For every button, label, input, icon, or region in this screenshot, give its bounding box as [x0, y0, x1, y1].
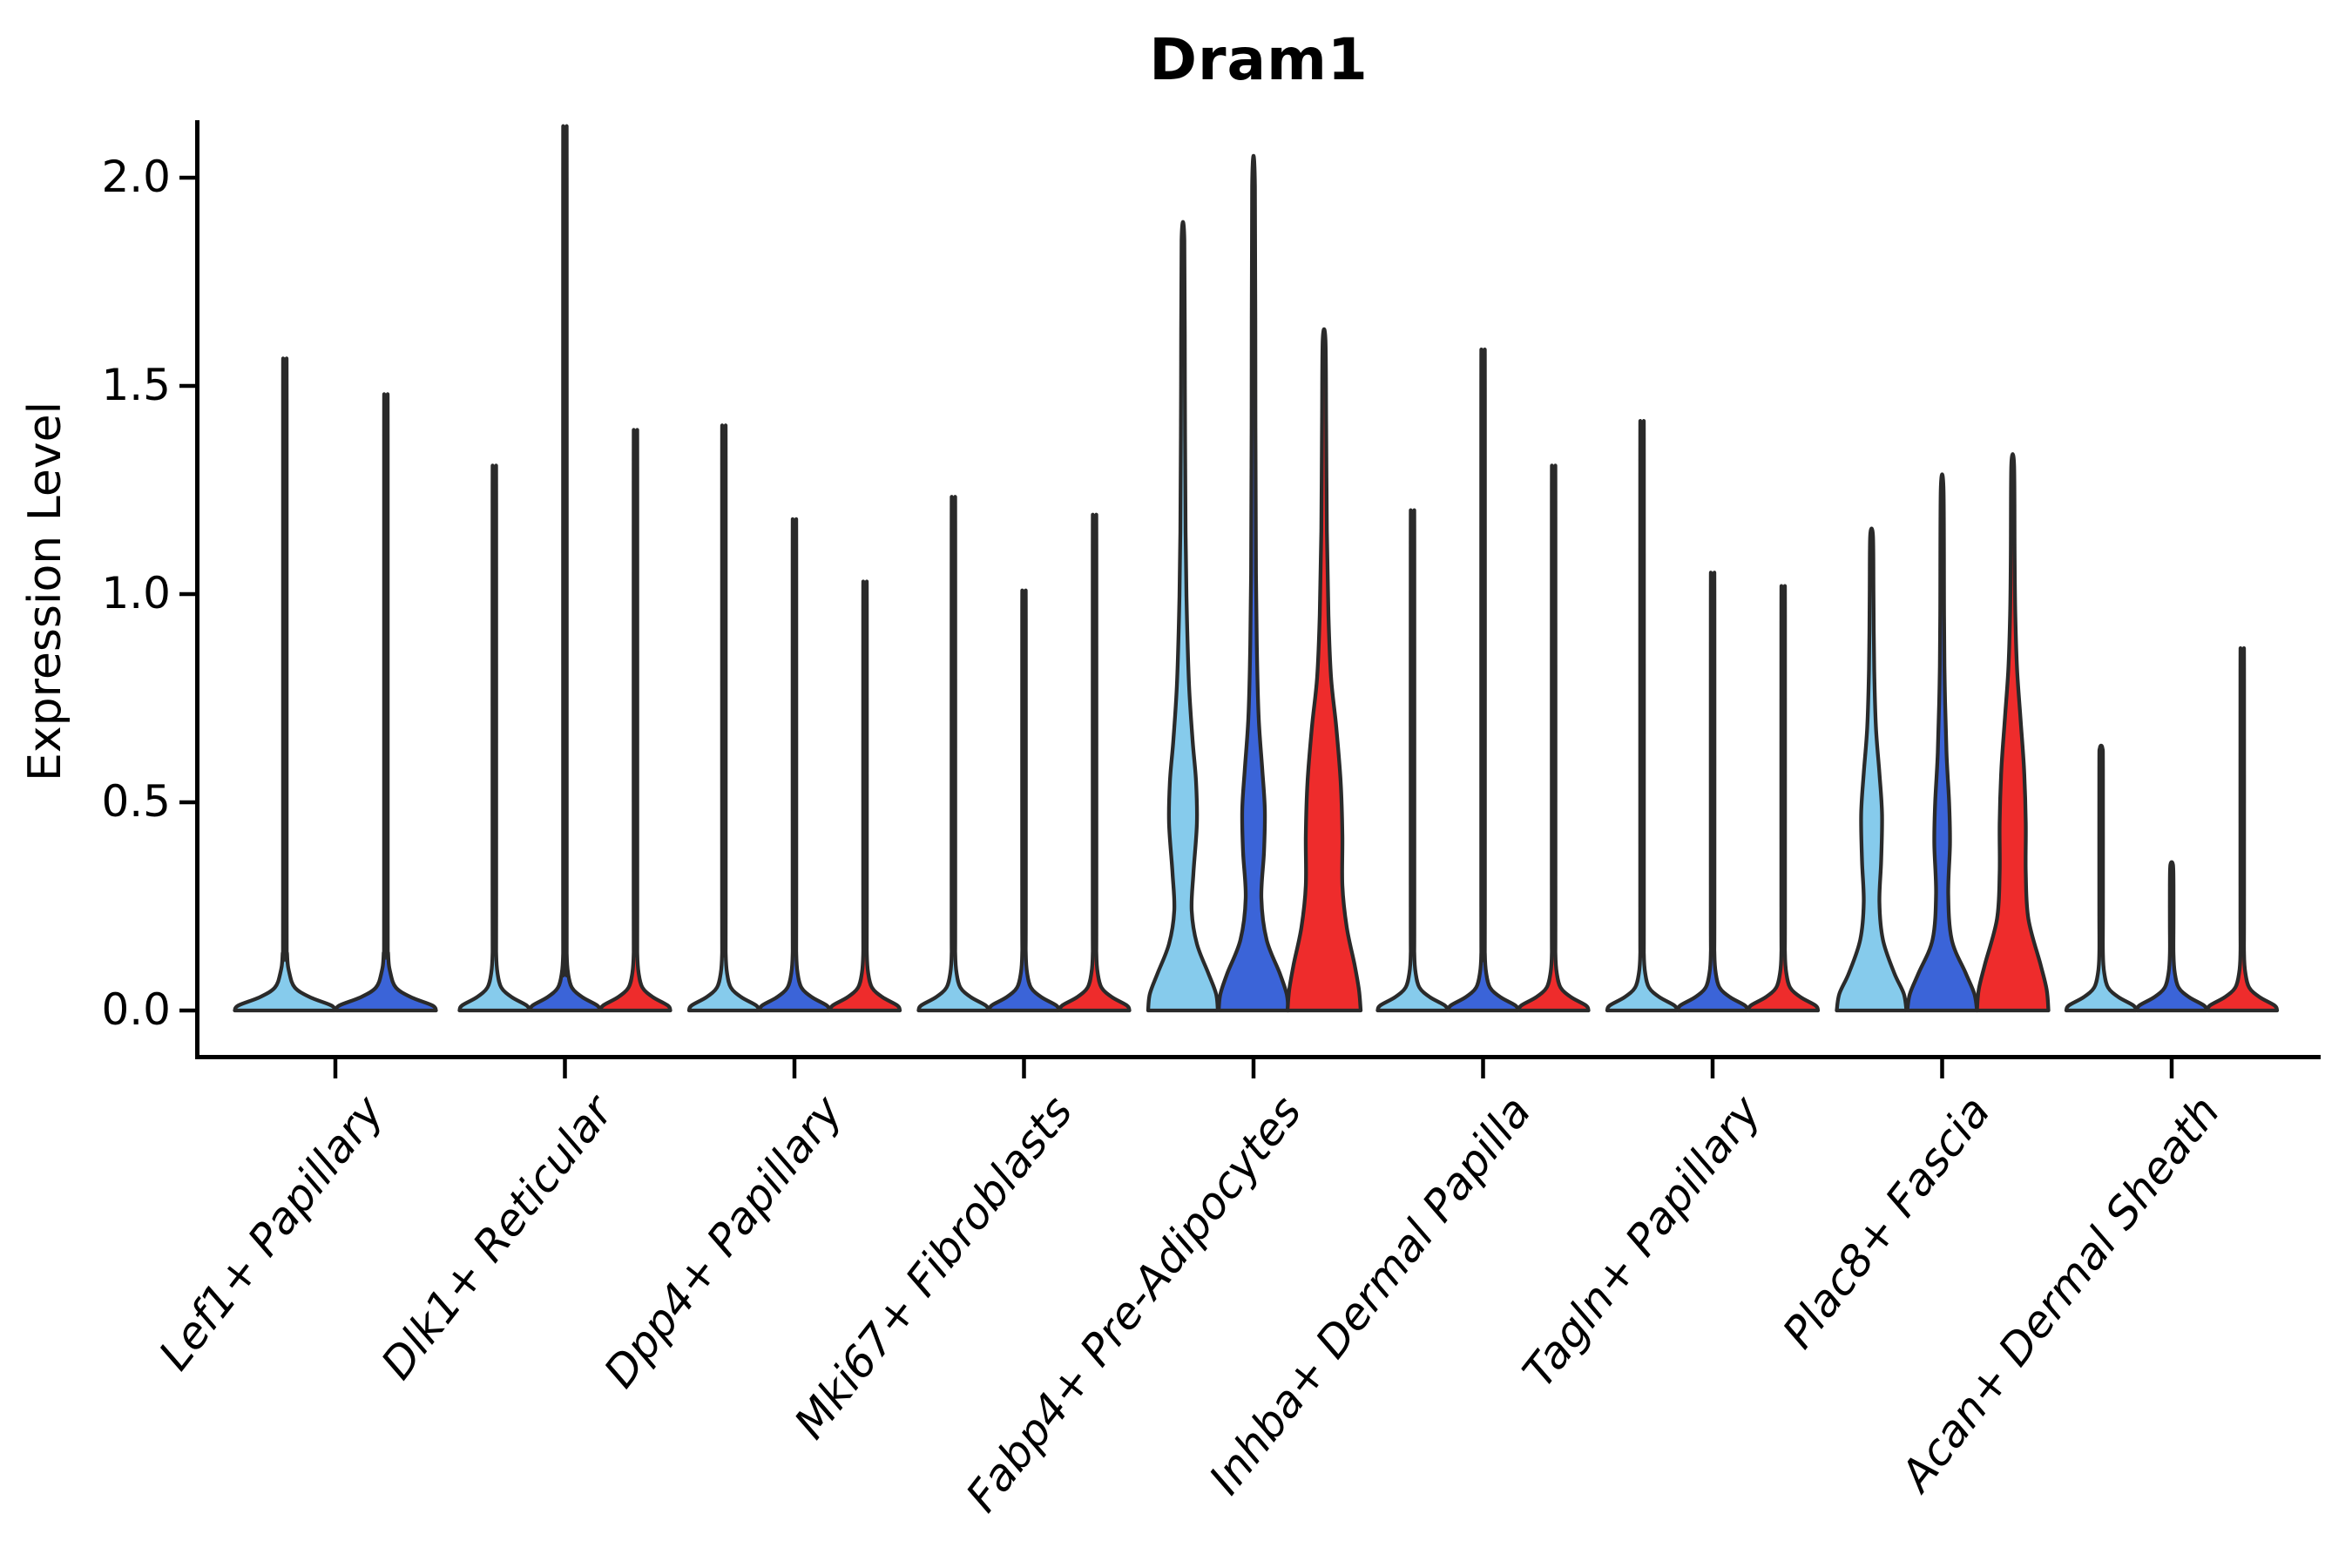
- violin-mki67-blue: [987, 588, 1061, 1013]
- y-tick-label: 2.0: [101, 152, 171, 202]
- violin-fabp4-light_blue: [1146, 220, 1220, 1013]
- violin-dpp4-blue: [757, 517, 832, 1013]
- violin-lef1-light_blue: [233, 356, 337, 1013]
- violin-acan-red: [2205, 645, 2280, 1013]
- violin-inhba-red: [1517, 463, 1591, 1013]
- violin-inhba-blue: [1446, 348, 1520, 1013]
- violin-tagln-light_blue: [1605, 419, 1680, 1013]
- violin-dlk1-red: [598, 428, 672, 1013]
- violin-mki67-red: [1058, 512, 1132, 1013]
- violin-tagln-blue: [1675, 571, 1750, 1013]
- violin-fabp4-red: [1285, 327, 1363, 1013]
- y-tick-label: 0.0: [101, 984, 171, 1035]
- y-tick-label: 1.0: [101, 568, 171, 618]
- violin-dpp4-light_blue: [686, 423, 761, 1013]
- violin-tagln-red: [1746, 584, 1821, 1013]
- violin-acan-blue: [2134, 860, 2209, 1013]
- violin-fabp4-blue: [1216, 153, 1291, 1013]
- violin-lef1-blue: [334, 392, 438, 1013]
- violin-plac8-light_blue: [1835, 526, 1909, 1013]
- violin-mki67-light_blue: [916, 495, 990, 1013]
- violin-acan-light_blue: [2064, 743, 2139, 1013]
- violin-dlk1-light_blue: [457, 463, 531, 1013]
- violin-dlk1-blue: [528, 124, 602, 1013]
- y-tick-label: 1.5: [101, 360, 171, 410]
- violin-plac8-red: [1975, 452, 2051, 1013]
- violin-plac8-blue: [1905, 472, 1979, 1013]
- violin-dpp4-red: [828, 579, 902, 1013]
- violin-inhba-light_blue: [1375, 508, 1450, 1013]
- chart-title: Dram1: [1149, 26, 1369, 93]
- y-tick-label: 0.5: [101, 776, 171, 827]
